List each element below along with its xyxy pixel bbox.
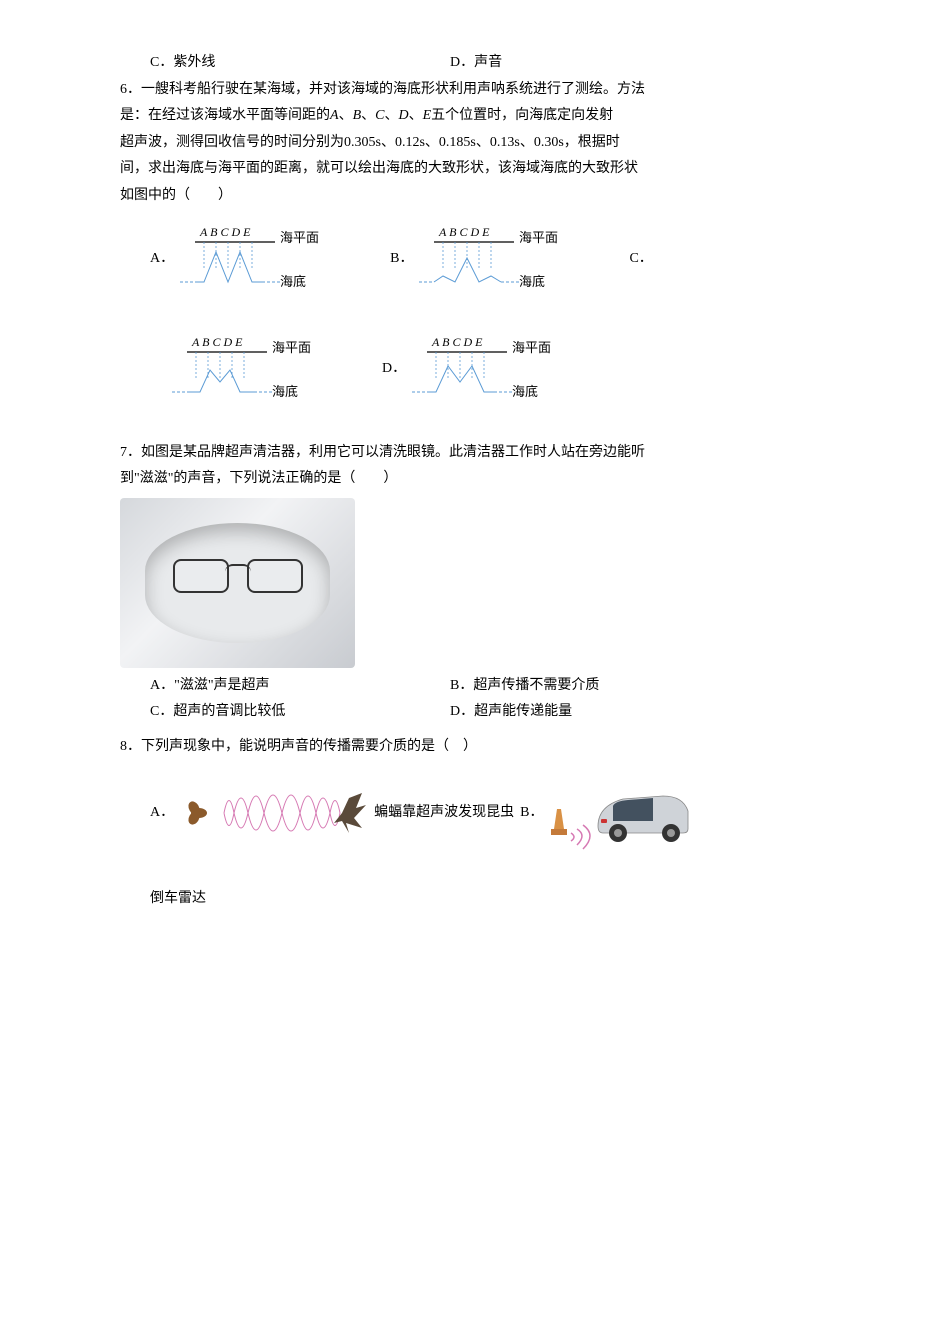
svg-text:海平面: 海平面: [272, 340, 311, 355]
q8-caption-b: 倒车雷达: [150, 886, 860, 913]
q7-option-b: B．超声传播不需要介质: [450, 673, 750, 700]
q6-option-a-label: A．: [150, 246, 174, 273]
q7-option-a: A．"滋滋"声是超声: [150, 673, 450, 700]
svg-text:海底: 海底: [519, 274, 545, 289]
q7-line2: 到"滋滋"的声音，下列说法正确的是（ ）: [120, 466, 860, 493]
q6-line5: 如图中的（ ）: [120, 183, 860, 210]
svg-text:A B C D E: A B C D E: [438, 225, 490, 239]
svg-text:A B C D E: A B C D E: [199, 225, 251, 239]
q6-diagram-b: A B C D E 海平面 海底: [419, 220, 589, 300]
q6-diagram-d: A B C D E 海平面 海底: [412, 330, 582, 410]
q8-option-b-label: B．: [520, 800, 543, 827]
q8-car-diagram: [543, 771, 693, 856]
q7-photo: [120, 498, 355, 668]
svg-text:A B C D E: A B C D E: [431, 335, 483, 349]
q8-caption-a: 蝙蝠靠超声波发现昆虫: [374, 800, 514, 827]
q7-option-c: C．超声的音调比较低: [150, 699, 450, 726]
svg-text:海底: 海底: [512, 384, 538, 399]
q6-line2: 是：在经过该海域水平面等间距的A、B、C、D、E五个位置时，向海底定向发射: [120, 103, 860, 130]
q7-option-d: D．超声能传递能量: [450, 699, 750, 726]
q6-line3: 超声波，测得回收信号的时间分别为0.305s、0.12s、0.185s、0.13…: [120, 130, 860, 157]
q8-line1: 8．下列声现象中，能说明声音的传播需要介质的是（ ）: [120, 734, 860, 761]
svg-text:海平面: 海平面: [512, 340, 551, 355]
svg-text:A B C D E: A B C D E: [191, 335, 243, 349]
svg-text:海底: 海底: [280, 274, 306, 289]
q6-line4: 间，求出海底与海平面的距离，就可以绘出海底的大致形状，该海域海底的大致形状: [120, 156, 860, 183]
svg-text:海平面: 海平面: [519, 230, 558, 245]
q6-option-d-label: D．: [382, 356, 406, 383]
q5-option-d: D．声音: [450, 50, 750, 77]
q5-option-c: C．紫外线: [150, 50, 450, 77]
q6-diagram-c: A B C D E 海平面 海底: [172, 330, 342, 410]
q7-line1: 7．如图是某品牌超声清洁器，利用它可以清洗眼镜。此清洁器工作时人站在旁边能听: [120, 440, 860, 467]
q6-line1: 6．一艘科考船行驶在某海域，并对该海域的海底形状利用声呐系统进行了测绘。方法: [120, 77, 860, 104]
q6-option-b-label: B．: [390, 246, 413, 273]
q6-option-c-label: C．: [629, 246, 652, 273]
svg-text:海平面: 海平面: [280, 230, 319, 245]
q8-bat-diagram: [174, 773, 374, 853]
q6-diagram-a: A B C D E 海平面 海底: [180, 220, 350, 300]
q8-option-a-label: A．: [150, 800, 174, 827]
svg-text:海底: 海底: [272, 384, 298, 399]
